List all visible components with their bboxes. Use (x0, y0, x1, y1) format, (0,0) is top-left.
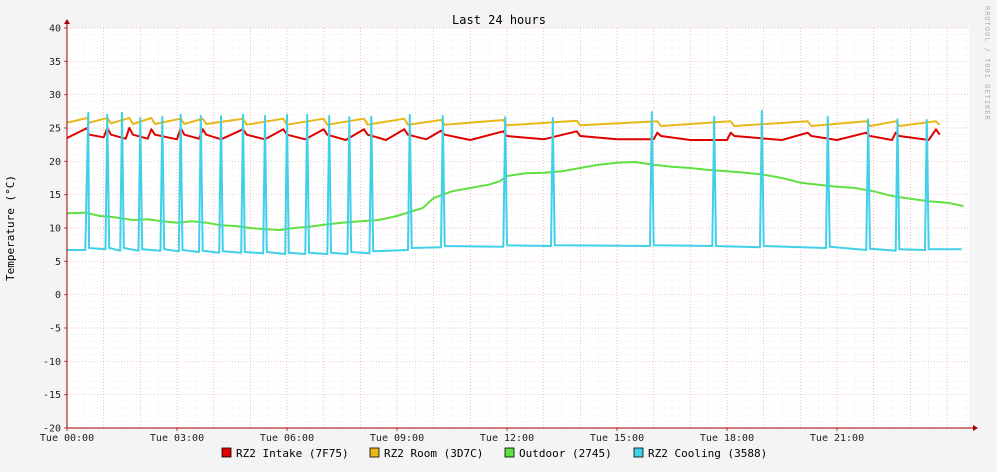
y-tick-label: -20 (43, 424, 61, 435)
legend-swatch-2 (369, 447, 380, 458)
y-tick-label: 20 (49, 157, 61, 168)
y-tick-label: 30 (49, 90, 61, 101)
y-tick-label: -15 (43, 390, 61, 401)
legend-label-1: RZ2 Intake (7F75) (236, 447, 349, 460)
y-tick-label: 35 (49, 57, 61, 68)
series-line-3 (66, 161, 964, 231)
y-tick-label: -10 (43, 357, 61, 368)
x-tick-label: Tue 09:00 (370, 433, 424, 444)
legend-label-4: RZ2 Cooling (3588) (648, 447, 767, 460)
y-tick-label: 40 (49, 24, 61, 35)
grid-layer (66, 27, 969, 429)
y-tick-label: 15 (49, 190, 61, 201)
x-tick-label: Tue 21:00 (810, 433, 864, 444)
chart-title: Last 24 hours (452, 13, 546, 27)
y-tick-label: 0 (55, 290, 61, 301)
legend-label-2: RZ2 Room (3D7C) (384, 447, 483, 460)
series-line-2 (66, 117, 941, 127)
x-tick-label: Tue 12:00 (480, 433, 534, 444)
legend: RZ2 Intake (7F75) RZ2 Room (3D7C) Outdoor … (221, 447, 767, 460)
y-tick-label: 10 (49, 224, 61, 235)
y-tick-label: -5 (49, 324, 61, 335)
legend-label-3: Outdoor (2745) (519, 447, 612, 460)
x-tick-label: Tue 00:00 (40, 433, 94, 444)
x-tick-label: Tue 15:00 (590, 433, 644, 444)
x-tick-label: Tue 18:00 (700, 433, 754, 444)
series-line-4 (67, 109, 962, 255)
series-layer (66, 109, 964, 255)
legend-swatch-1 (221, 447, 232, 458)
y-tick-label: 25 (49, 124, 61, 135)
y-axis-arrow (64, 19, 70, 24)
watermark: RRDTOOL / TOBI OETIKER (983, 6, 991, 121)
y-tick-label: 5 (55, 257, 61, 268)
x-tick-label: Tue 03:00 (150, 433, 204, 444)
y-axis-title: Temperature (°C) (4, 175, 17, 281)
x-tick-label: Tue 06:00 (260, 433, 314, 444)
legend-swatch-4 (633, 447, 644, 458)
legend-swatch-3 (504, 447, 515, 458)
x-axis-arrow (973, 425, 978, 431)
series-line-1 (66, 127, 941, 141)
